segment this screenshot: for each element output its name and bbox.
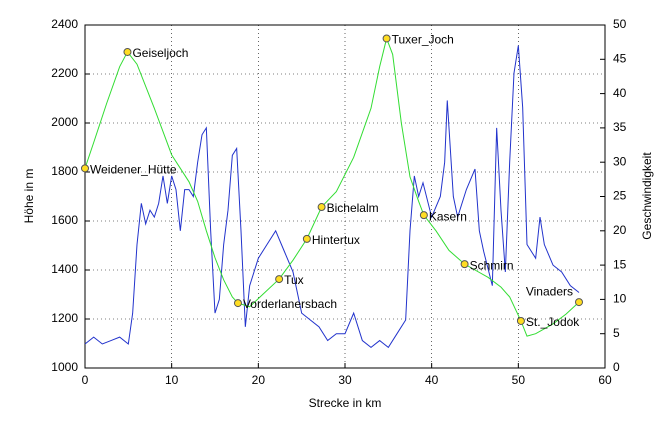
waypoint <box>382 34 391 43</box>
y2-tick-label: 20 <box>613 223 627 237</box>
waypoint-label: Schmirn <box>470 258 514 272</box>
y-tick-label: 2000 <box>51 115 78 129</box>
y2-tick-label: 35 <box>613 120 627 134</box>
waypoint-label: Hintertux <box>312 233 360 247</box>
waypoint <box>575 298 583 307</box>
line-series <box>84 36 580 337</box>
x-tick-label: 50 <box>512 373 526 387</box>
x-axis-label: Strecke in km <box>309 396 382 410</box>
waypoint-label: Tux <box>284 273 304 287</box>
waypoint-label: Geiseljoch <box>132 46 188 60</box>
waypoint <box>460 260 469 269</box>
x-tick-label: 20 <box>252 373 266 387</box>
line-series <box>84 45 580 349</box>
waypoint <box>516 316 525 325</box>
y-tick-label: 2200 <box>51 66 78 80</box>
waypoint <box>302 234 311 243</box>
y-tick-label: 1200 <box>51 311 78 325</box>
waypoint <box>123 47 132 56</box>
y2-tick-label: 25 <box>613 189 627 203</box>
waypoint-label: Bichelalm <box>327 201 379 215</box>
x-tick-label: 60 <box>598 373 612 387</box>
y-tick-label: 1400 <box>51 262 78 276</box>
waypoint <box>419 211 428 220</box>
waypoint-label: Vorderlanersbach <box>243 297 337 311</box>
waypoint <box>81 164 89 173</box>
x-tick-label: 30 <box>338 373 352 387</box>
y-tick-label: 1600 <box>51 213 78 227</box>
waypoint <box>317 203 326 212</box>
x-tick-label: 40 <box>425 373 439 387</box>
y-tick-label: 1800 <box>51 164 78 178</box>
y2-tick-label: 0 <box>613 360 620 374</box>
waypoint <box>275 275 284 284</box>
y2-tick-label: 45 <box>613 51 627 65</box>
y2-tick-label: 50 <box>613 17 627 31</box>
y2-tick-label: 5 <box>613 326 620 340</box>
waypoint-label: Vinaders <box>526 284 573 298</box>
waypoint-label: St._Jodok <box>526 315 580 329</box>
y-axis-label: Höhe in m <box>22 169 36 224</box>
x-tick-label: 10 <box>165 373 179 387</box>
y-tick-label: 1000 <box>51 360 78 374</box>
y-tick-label: 2400 <box>51 17 78 31</box>
x-tick-label: 0 <box>82 373 89 387</box>
y2-tick-label: 40 <box>613 86 627 100</box>
plot-frame <box>84 24 606 369</box>
waypoint <box>233 299 242 308</box>
y2-axis-label: Geschwindigkeit <box>640 152 654 240</box>
y2-tick-label: 30 <box>613 154 627 168</box>
waypoint-label: Weidener_Hütte <box>90 162 177 176</box>
waypoint-label: Tuxer_Joch <box>392 33 454 47</box>
waypoint-label: Kasern <box>429 209 467 223</box>
y2-tick-label: 15 <box>613 257 627 271</box>
y2-tick-label: 10 <box>613 292 627 306</box>
